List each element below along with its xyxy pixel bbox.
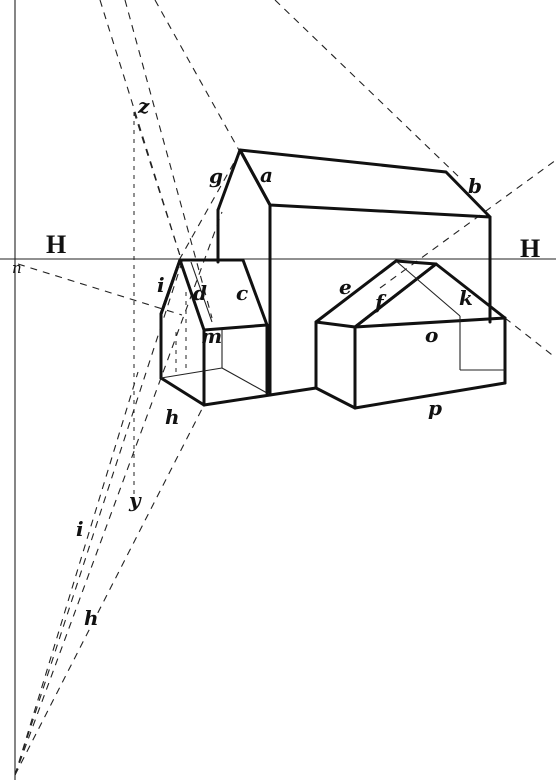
annex-gable (159, 258, 206, 332)
ray-ridge-g (177, 151, 241, 263)
ray-to-b (274, 0, 461, 179)
right-house-eave (353, 316, 507, 329)
label-i-upper: i (157, 273, 165, 297)
ray-n-to-roof (17, 263, 183, 316)
label-o: o (425, 323, 438, 347)
ray-right-up (379, 159, 556, 289)
label-a: a (260, 163, 273, 187)
ray-top-3 (154, 0, 241, 153)
label-f: f (373, 290, 387, 314)
ray-z-down (133, 111, 183, 263)
annex-hidden-base-2 (221, 367, 268, 394)
ray-top-2 (124, 0, 213, 319)
ray-low-3 (14, 404, 205, 776)
label-z: z (137, 94, 150, 118)
right-house-base-front (353, 381, 507, 410)
large-house-roof-side (238, 148, 492, 219)
label-n: n (12, 259, 22, 277)
annex-eave (202, 323, 269, 332)
label-e: e (339, 275, 352, 299)
large-house-base (268, 386, 318, 397)
large-house-base-front (202, 393, 272, 407)
label-g: g (209, 164, 223, 188)
label-c: c (236, 281, 248, 305)
label-p: p (428, 396, 442, 420)
label-d: d (193, 281, 207, 305)
annex-hidden-base (160, 367, 223, 379)
right-house-hidden-back (395, 260, 461, 317)
horizon-label-left: H (46, 230, 66, 259)
right-house-base-left (314, 386, 357, 410)
annex-roof-ridge-shade (190, 261, 213, 323)
ray-top-1 (99, 0, 183, 263)
label-i-lower: i (76, 517, 84, 541)
large-house-gable (216, 148, 272, 397)
label-h-lower: h (84, 606, 99, 630)
label-y: y (128, 488, 142, 512)
label-h-upper: h (165, 405, 180, 429)
label-k: k (459, 286, 473, 310)
horizon-label-right: H (520, 234, 540, 263)
right-house (314, 259, 507, 410)
label-b: b (468, 174, 482, 198)
right-house-ridge (353, 262, 507, 329)
ray-low-4 (14, 371, 139, 776)
label-m: m (201, 324, 222, 348)
annex-base (159, 376, 206, 407)
ray-right-down (504, 317, 556, 359)
labels: H H a b c d e f g h h i i k m n o p y z (12, 94, 540, 630)
ray-low-1 (14, 261, 183, 776)
ray-low-2 (14, 211, 223, 776)
small-left-annex (159, 258, 269, 407)
